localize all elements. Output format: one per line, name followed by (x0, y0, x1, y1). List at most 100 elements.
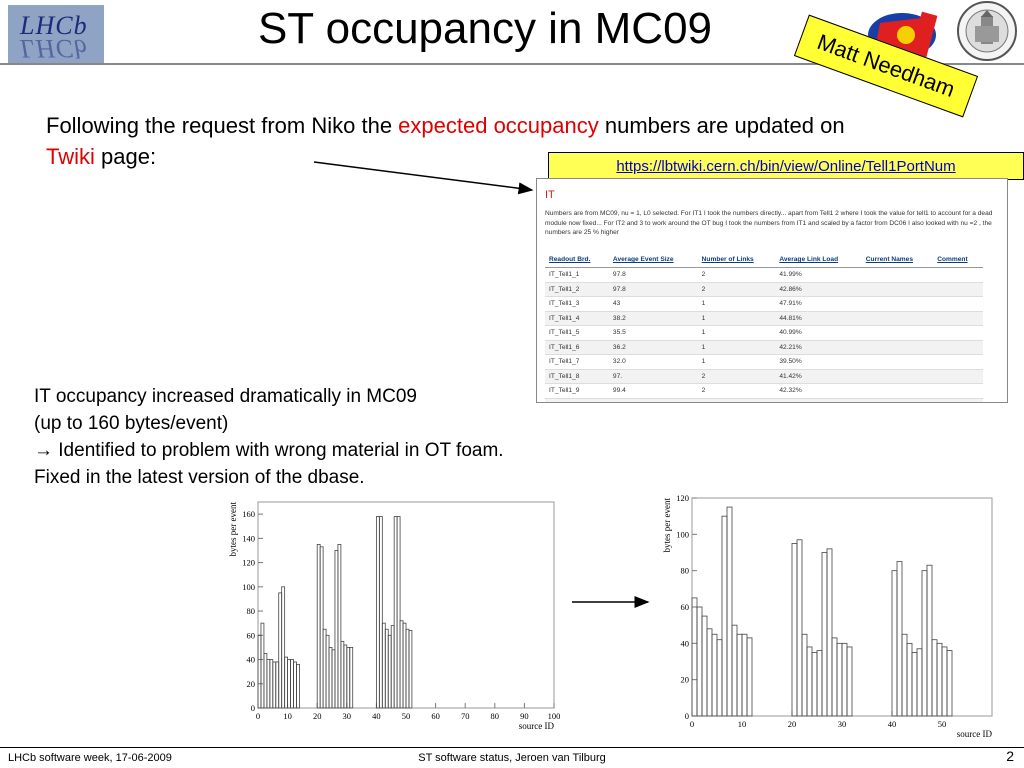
histogram-bin (266, 659, 271, 709)
y-tick-label: 160 (242, 509, 255, 519)
y-tick-label: 0 (251, 703, 255, 713)
x-tick-label: 50 (938, 719, 947, 729)
table-row: IT_Tell1_1 97.8 2 41.99% (545, 267, 983, 283)
histogram-bin (408, 630, 413, 709)
y-tick-label: 100 (242, 582, 255, 592)
table-cell: 43 (608, 296, 698, 312)
histogram-bin (290, 659, 294, 709)
x-tick-label: 40 (372, 711, 381, 721)
histogram-before: 0 20 40 60 80 100 120 140 160 0 10 20 30 40 50 60 70 80 90… (228, 501, 560, 731)
table-row: IT_Tell1_6 36.2 1 42.21% (545, 340, 983, 355)
y-tick-label: 60 (681, 602, 690, 612)
slide-title: ST occupancy in MC09 (257, 4, 713, 53)
table-cell: 36.2 (608, 340, 698, 355)
intro-part3: page: (94, 144, 157, 169)
y-tick-label: 40 (681, 638, 690, 648)
x-tick-label: 80 (491, 711, 500, 721)
histogram-bin (322, 628, 327, 709)
y-tick-label: 0 (685, 711, 689, 721)
histogram-bin (278, 592, 283, 709)
histogram-bin (263, 653, 268, 709)
table-cell: 1 (697, 296, 776, 312)
column-header[interactable]: Readout Brd. (545, 252, 609, 268)
table-cell: 1 (697, 325, 776, 341)
x-tick-label: 20 (313, 711, 322, 721)
histogram-bin (375, 516, 380, 709)
twiki-url-link[interactable]: https://lbtwiki.cern.ch/bin/view/Online/… (548, 152, 1024, 180)
x-axis-label: source ID (519, 721, 555, 731)
histogram-bin (821, 552, 828, 717)
table-cell: IT_Tell1_9 (545, 383, 609, 399)
y-tick-label: 20 (681, 675, 690, 685)
x-tick-label: 30 (343, 711, 352, 721)
histogram-bin (816, 650, 823, 717)
histogram-bin (736, 633, 743, 717)
lhcb-logo: LHCb LHCb (8, 5, 104, 63)
histogram-bin (796, 539, 803, 717)
histogram-bin (331, 649, 336, 709)
x-tick-label: 30 (838, 719, 847, 729)
histogram-bin (691, 597, 698, 717)
column-header[interactable]: Average Link Load (775, 252, 862, 268)
histogram-bin (811, 652, 818, 717)
histogram-bin (325, 634, 330, 709)
intro-text: Following the request from Niko the expe… (46, 110, 876, 172)
table-cell (861, 325, 934, 341)
table-cell: 2 (697, 383, 776, 399)
table-cell: 44.81% (775, 311, 862, 326)
histogram-bin (931, 639, 938, 717)
table-cell: 1 (697, 354, 776, 370)
table-cell (933, 282, 983, 297)
body-line-2: (up to 160 bytes/event) (34, 413, 229, 434)
histogram-bin (281, 586, 286, 709)
table-cell: 97. (608, 369, 698, 384)
x-tick-label: 20 (788, 719, 797, 729)
histogram-bin (396, 516, 401, 709)
table-cell: IT_Tell1_2 (545, 282, 609, 297)
histogram-bin (711, 633, 718, 717)
histogram-bin (343, 644, 348, 709)
histogram-bin (901, 633, 908, 717)
table-cell (861, 282, 934, 297)
histogram-bin (340, 640, 345, 709)
table-cell: IT_Tell1_7 (545, 354, 609, 370)
table-cell: 41.99% (775, 267, 862, 283)
y-tick-label: 80 (681, 566, 690, 576)
arrow-between-plots-icon (572, 596, 650, 608)
x-axis-label: source ID (957, 729, 993, 739)
y-tick-label: 120 (242, 558, 255, 568)
column-header[interactable]: Comment (933, 252, 983, 268)
twiki-link[interactable]: Twiki (46, 144, 95, 169)
table-cell (861, 354, 934, 370)
column-header[interactable]: Average Event Size (608, 252, 698, 268)
table-cell (933, 354, 983, 370)
histogram-bin (293, 661, 297, 709)
table-cell (861, 340, 934, 355)
x-tick-label: 40 (888, 719, 897, 729)
histogram-bin (696, 606, 703, 717)
table-cell: 49.4 (608, 398, 698, 402)
table-cell: IT_Tell1_10 (545, 398, 609, 402)
histogram-bin (319, 546, 324, 709)
body-line-4: Fixed in the latest version of the dbase… (34, 467, 365, 488)
histogram-bin (287, 659, 291, 709)
column-header[interactable]: Current Names (861, 252, 934, 268)
y-axis-label: bytes per event (228, 502, 238, 557)
histogram-bin (831, 637, 838, 717)
table-cell (861, 369, 934, 384)
twiki-heading: IT (545, 189, 555, 201)
table-cell (861, 311, 934, 326)
table-row: IT_Tell1_7 32.0 1 39.50% (545, 354, 983, 370)
histogram-bin (896, 561, 903, 717)
table-cell (861, 383, 934, 399)
title-rule (0, 63, 1024, 65)
histogram-bin (405, 628, 410, 709)
x-tick-label: 0 (690, 719, 694, 729)
histogram-bin (701, 615, 708, 717)
histogram-bin (826, 548, 833, 717)
table-cell: IT_Tell1_6 (545, 340, 609, 355)
body-line-3: → Identified to problem with wrong mater… (34, 440, 504, 461)
footer-center: ST software status, Jeroen van Tilburg (418, 752, 606, 764)
column-header[interactable]: Number of Links (697, 252, 776, 268)
histogram-bin (941, 646, 948, 717)
